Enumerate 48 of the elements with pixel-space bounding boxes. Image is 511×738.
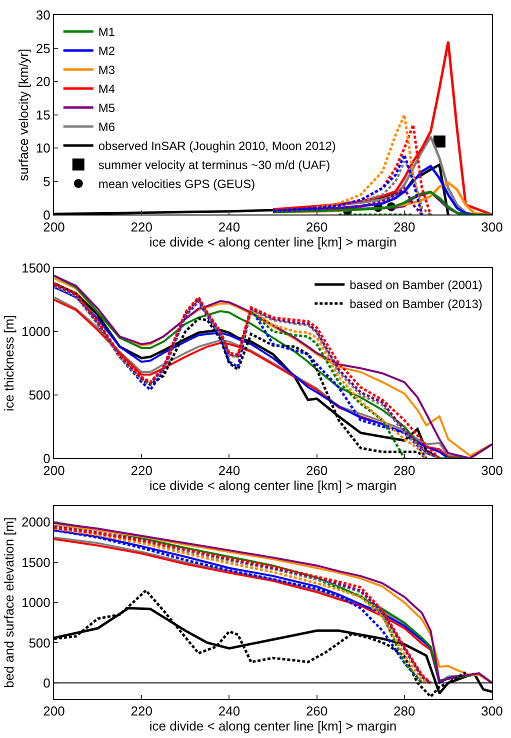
x-tick-label: 300 (481, 219, 503, 234)
x-tick-label: 260 (306, 462, 328, 478)
y-tick-label: 1000 (21, 324, 50, 340)
point (433, 135, 446, 148)
y-tick-label: 20 (36, 74, 50, 90)
legend-label: M2 (98, 44, 116, 58)
x-tick-label: 240 (218, 462, 240, 478)
x-tick-label: 220 (130, 219, 152, 234)
y-axis-title: ice thickness [m] (1, 315, 16, 412)
y-tick-label: 30 (36, 8, 50, 23)
legend-label: based on Bamber (2013) (350, 297, 482, 312)
x-tick-label: 280 (394, 219, 416, 234)
y-tick-label: 15 (36, 107, 50, 122)
legend-label: mean velocities GPS (GEUS) (98, 177, 256, 192)
legend-label: M5 (98, 101, 116, 116)
x-tick-label: 280 (394, 462, 416, 478)
x-tick-label: 300 (481, 462, 503, 478)
y-tick-label: 1000 (21, 595, 50, 610)
legend-label: M4 (98, 82, 116, 96)
legend-label: based on Bamber (2001) (350, 278, 482, 292)
legend-label: M1 (98, 25, 116, 40)
y-axis-title: bed and surface elevation [m] (1, 517, 16, 688)
x-tick-label: 240 (218, 704, 240, 719)
legend-label: summer velocity at terminus ~30 m/d (UAF) (98, 158, 330, 172)
y-tick-label: 5 (43, 174, 50, 189)
x-tick-label: 260 (306, 704, 328, 719)
y-tick-label: 0 (43, 675, 50, 690)
x-tick-label: 220 (130, 704, 152, 719)
legend-label: M6 (98, 120, 116, 134)
y-axis-title: surface velocity [km/yr] (16, 48, 31, 181)
x-axis-title: ice divide < along center line [km] > margin (149, 478, 397, 493)
x-tick-label: 240 (218, 219, 240, 234)
y-tick-label: 500 (28, 635, 50, 650)
y-tick-label: 10 (36, 140, 50, 156)
y-tick-label: 1500 (21, 554, 50, 570)
x-tick-label: 220 (130, 462, 152, 478)
x-axis-title: ice divide < along center line [km] > margin (149, 234, 397, 250)
y-tick-label: 25 (36, 40, 50, 56)
y-tick-label: 2000 (21, 514, 50, 530)
legend-label: observed InSAR (Joughin 2010, Moon 2012) (98, 139, 336, 154)
y-tick-label: 500 (28, 387, 50, 402)
legend-label: M3 (98, 63, 116, 78)
x-tick-label: 280 (394, 704, 416, 719)
x-axis-title: ice divide < along center line [km] > margin (149, 718, 397, 734)
x-tick-label: 200 (43, 704, 65, 719)
x-tick-label: 300 (481, 704, 503, 719)
y-tick-label: 1500 (21, 260, 50, 276)
x-tick-label: 260 (306, 219, 328, 234)
